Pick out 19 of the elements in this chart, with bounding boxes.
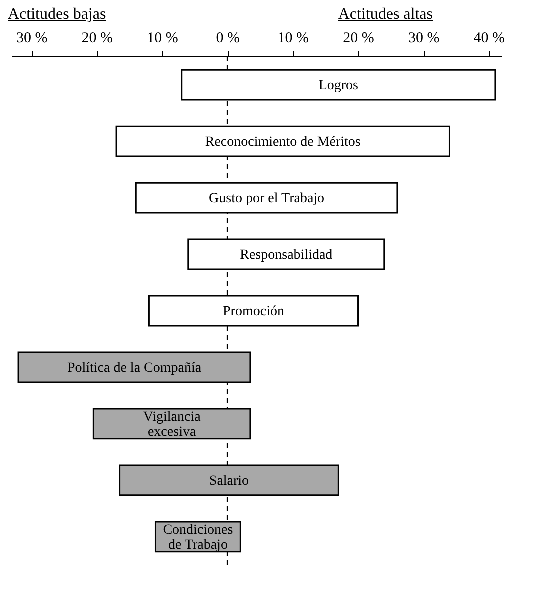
y-tick-label: Vigilancia excesiva bbox=[143, 410, 202, 440]
x-tick-label: 10 % bbox=[278, 30, 310, 46]
x-tick-label: 10 % bbox=[147, 30, 178, 46]
y-tick-label: Gusto por el Trabajo bbox=[209, 192, 325, 207]
x-tick-label: 30 % bbox=[408, 30, 440, 46]
y-tick-label: Reconocimiento de Méritos bbox=[205, 135, 361, 150]
x-tick-label: 20 % bbox=[82, 30, 114, 46]
text: Actitudes bajas bbox=[8, 6, 106, 24]
y-tick-label: Responsabilidad bbox=[240, 248, 333, 264]
y-tick-label: Salario bbox=[209, 474, 250, 489]
x-tick-label: 0 % bbox=[216, 30, 240, 46]
y-tick-label: Logros bbox=[318, 78, 359, 94]
text: Actitudes altas bbox=[338, 6, 433, 24]
y-tick-label: Promoción bbox=[223, 304, 284, 320]
x-tick-label: 20 % bbox=[343, 30, 374, 46]
x-tick-label: 40 % bbox=[474, 30, 506, 46]
x-tick-label: 30 % bbox=[16, 30, 48, 46]
y-tick-label: Condiciones de Trabajo bbox=[163, 522, 234, 553]
y-tick-label: Política de la Compañía bbox=[67, 360, 202, 376]
